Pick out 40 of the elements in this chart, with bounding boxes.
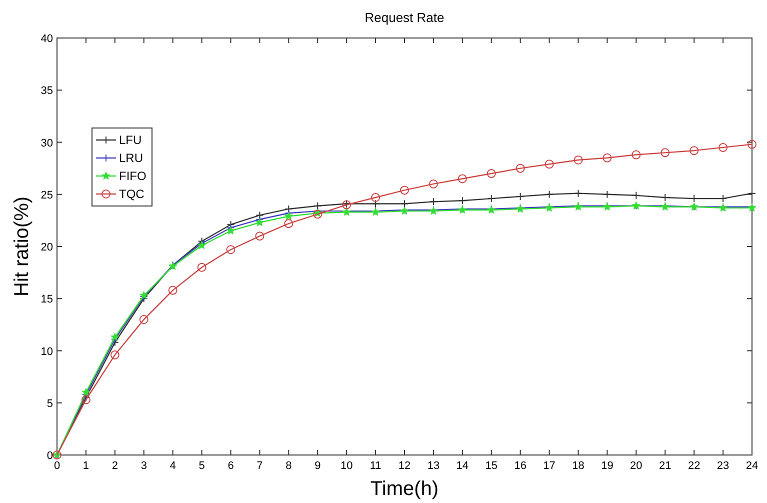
- x-tick-label: 6: [228, 460, 234, 472]
- x-tick-label: 17: [543, 460, 556, 472]
- x-tick-label: 4: [170, 460, 176, 472]
- x-tick-label: 9: [314, 460, 321, 472]
- y-tick-label: 25: [40, 189, 53, 202]
- x-tick-label: 1: [82, 460, 90, 472]
- x-axis-title: Time(h): [370, 478, 439, 500]
- x-tick-label: 10: [340, 460, 353, 472]
- legend-label: LRU: [119, 151, 144, 165]
- y-tick-label: 30: [40, 137, 53, 150]
- y-tick-label: 10: [40, 346, 53, 358]
- x-tick-label: 8: [286, 460, 292, 472]
- y-axis-title: Hit ratio(%): [11, 196, 33, 297]
- y-tick-label: 35: [40, 85, 53, 98]
- x-tick-label: 15: [485, 460, 498, 472]
- x-tick-label: 12: [398, 460, 411, 472]
- chart-title: Request Rate: [364, 10, 444, 25]
- y-tick-label: 5: [46, 398, 53, 410]
- x-tick-label: 11: [370, 460, 382, 472]
- x-tick-label: 2: [112, 460, 118, 472]
- x-tick-label: 18: [572, 460, 584, 472]
- legend-label: TQC: [119, 187, 145, 201]
- x-tick-label: 3: [140, 460, 147, 472]
- y-tick-label: 0: [46, 450, 53, 462]
- x-tick-label: 5: [198, 460, 205, 472]
- x-tick-label: 23: [716, 460, 730, 472]
- x-tick-label: 20: [630, 460, 642, 472]
- x-tick-label: 13: [427, 460, 440, 472]
- x-tick-label: 7: [256, 460, 263, 472]
- y-tick-label: 40: [40, 33, 53, 45]
- x-tick-label: 19: [601, 460, 614, 472]
- x-tick-label: 14: [456, 460, 469, 472]
- y-tick-label: 15: [40, 294, 53, 306]
- legend-label: FIFO: [119, 169, 146, 183]
- legend-label: LFU: [119, 133, 142, 147]
- x-tick-label: 24: [746, 460, 758, 472]
- x-tick-label: 22: [688, 460, 700, 472]
- y-tick-label: 20: [40, 242, 53, 254]
- x-tick-label: 21: [659, 460, 672, 472]
- x-tick-label: 16: [514, 460, 526, 472]
